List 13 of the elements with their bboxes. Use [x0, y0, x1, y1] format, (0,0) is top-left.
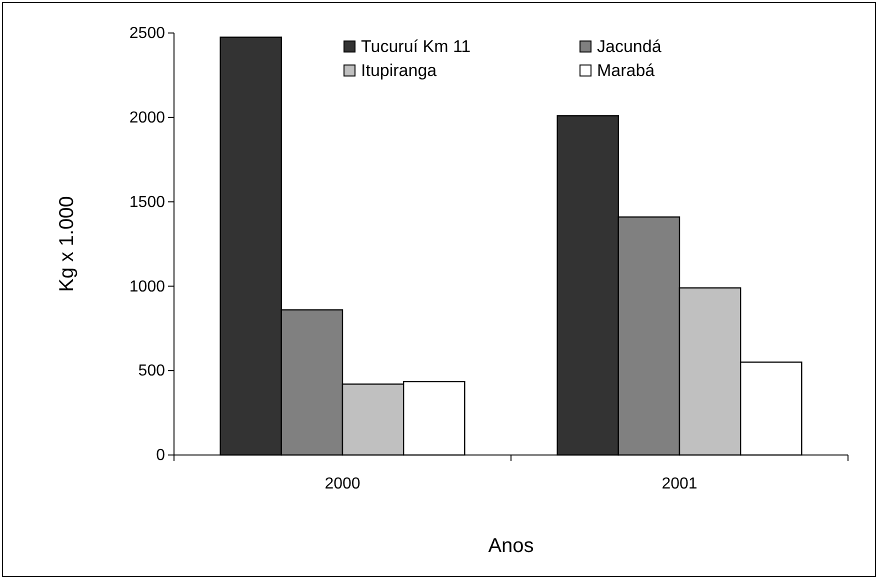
y-tick-label: 2000 [129, 110, 166, 127]
x-axis-title: Anos [488, 535, 534, 557]
legend-label: Marabá [597, 61, 656, 80]
y-tick-label: 1500 [129, 194, 166, 211]
legend-label: Jacundá [597, 37, 662, 56]
y-tick-label: 2500 [129, 25, 166, 42]
y-tick-label: 0 [156, 447, 166, 464]
legend-label: Tucuruí Km 11 [361, 37, 471, 56]
y-tick-label: 1000 [129, 278, 166, 296]
legend-label: Itupiranga [361, 61, 438, 80]
y-axis-title: Kg x 1.000 [56, 196, 78, 292]
x-tick-label: 2001 [662, 475, 698, 492]
y-tick-label: 500 [138, 362, 166, 380]
